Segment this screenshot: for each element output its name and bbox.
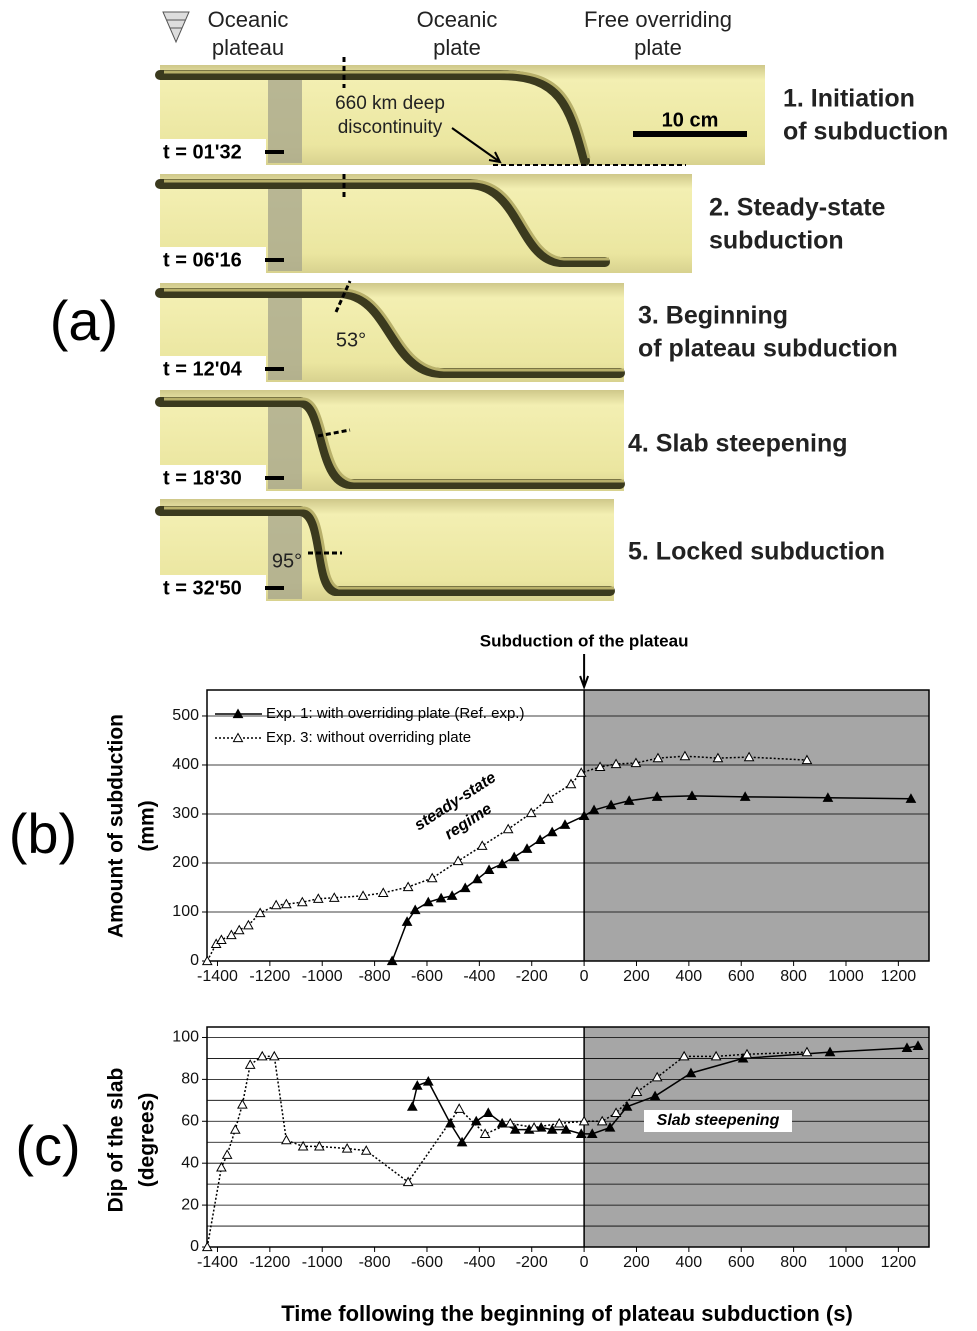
stage-caption: of subduction <box>783 118 948 146</box>
plateau-icon <box>163 12 189 42</box>
y-tick-label: 20 <box>181 1196 199 1213</box>
scale-label: 10 cm <box>662 109 719 131</box>
column-header: plate <box>433 35 481 60</box>
x-tick-label: 400 <box>676 968 703 985</box>
angle-label: 53° <box>336 329 366 351</box>
x-tick-label: 600 <box>728 968 755 985</box>
legend-label: Exp. 3: without overriding plate <box>266 729 471 746</box>
shaded-region <box>584 1027 929 1247</box>
y-tick-label: 500 <box>172 707 199 724</box>
x-axis-title: Time following the beginning of plateau … <box>281 1301 853 1326</box>
x-tick-label: 0 <box>580 1254 589 1271</box>
x-tick-label: 800 <box>780 968 807 985</box>
x-tick-label: -200 <box>516 968 548 985</box>
x-tick-label: 800 <box>780 1254 807 1271</box>
stage-caption: 3. Beginning <box>638 302 788 330</box>
stage-caption: 1. Initiation <box>783 85 915 113</box>
x-tick-label: 400 <box>676 1254 703 1271</box>
x-tick-label: -400 <box>463 1254 495 1271</box>
panel-label: (b) <box>9 802 77 865</box>
plateau-marker <box>268 402 302 489</box>
time-label: t = 06'16 <box>163 249 242 271</box>
y-tick-label: 80 <box>181 1071 199 1088</box>
time-label: t = 32'50 <box>163 577 242 599</box>
time-label: t = 01'32 <box>163 141 242 163</box>
stage-caption: 5. Locked subduction <box>628 538 885 566</box>
x-tick-label: 1000 <box>828 1254 864 1271</box>
y-axis-title: Amount of subduction <box>105 714 128 938</box>
x-tick-label: 1200 <box>881 968 917 985</box>
x-tick-label: 0 <box>580 968 589 985</box>
x-tick-label: -800 <box>359 1254 391 1271</box>
x-tick-label: -600 <box>411 1254 443 1271</box>
annotation: Subduction of the plateau <box>480 631 689 650</box>
y-tick-label: 400 <box>172 756 199 773</box>
time-label: t = 18'30 <box>163 467 242 489</box>
x-tick-label: -400 <box>463 968 495 985</box>
column-header: plateau <box>212 35 284 60</box>
annotation-arrow <box>580 654 588 687</box>
y-tick-label: 100 <box>172 903 199 920</box>
angle-label: 95° <box>272 550 302 572</box>
x-tick-label: 600 <box>728 1254 755 1271</box>
y-axis-title: (degrees) <box>136 1093 159 1188</box>
stage-caption: 4. Slab steepening <box>628 430 848 458</box>
x-tick-label: -1400 <box>197 968 238 985</box>
x-tick-label: -1400 <box>197 1254 238 1271</box>
x-tick-label: -1200 <box>249 1254 290 1271</box>
y-tick-label: 300 <box>172 805 199 822</box>
panel-label: (a) <box>50 289 118 352</box>
x-tick-label: -800 <box>359 968 391 985</box>
column-header: Oceanic <box>208 7 289 32</box>
y-tick-label: 60 <box>181 1113 199 1130</box>
shaded-region <box>584 690 929 961</box>
stage-caption: subduction <box>709 227 844 255</box>
x-tick-label: -1000 <box>302 1254 343 1271</box>
y-tick-label: 0 <box>190 1238 199 1255</box>
column-header: plate <box>634 35 682 60</box>
y-tick-label: 200 <box>172 854 199 871</box>
time-label: t = 12'04 <box>163 358 243 380</box>
x-tick-label: 1200 <box>881 1254 917 1271</box>
annotation: Slab steepening <box>657 1112 780 1129</box>
annotation-group: Slab steepening <box>644 1110 792 1132</box>
y-axis-title: Dip of the slab <box>105 1068 128 1213</box>
x-tick-label: -1200 <box>249 968 290 985</box>
y-tick-label: 100 <box>172 1029 199 1046</box>
x-tick-label: -1000 <box>302 968 343 985</box>
column-header: Oceanic <box>417 7 498 32</box>
x-tick-label: 200 <box>623 1254 650 1271</box>
discontinuity-label: 660 km deep <box>335 93 445 114</box>
x-tick-label: 1000 <box>828 968 864 985</box>
x-tick-label: -200 <box>516 1254 548 1271</box>
column-header: Free overriding <box>584 7 732 32</box>
legend-label: Exp. 1: with overriding plate (Ref. exp.… <box>266 705 524 722</box>
x-tick-label: -600 <box>411 968 443 985</box>
stage-caption: 2. Steady-state <box>709 194 886 222</box>
panel-label: (c) <box>15 1114 80 1177</box>
stage-caption: of plateau subduction <box>638 335 898 363</box>
discontinuity-label: discontinuity <box>338 117 443 138</box>
y-axis-title: (mm) <box>136 800 159 851</box>
y-tick-label: 40 <box>181 1154 199 1171</box>
y-tick-label: 0 <box>190 952 199 969</box>
figure: (a) Time following the beginning of plat… <box>0 0 977 1331</box>
x-tick-label: 200 <box>623 968 650 985</box>
